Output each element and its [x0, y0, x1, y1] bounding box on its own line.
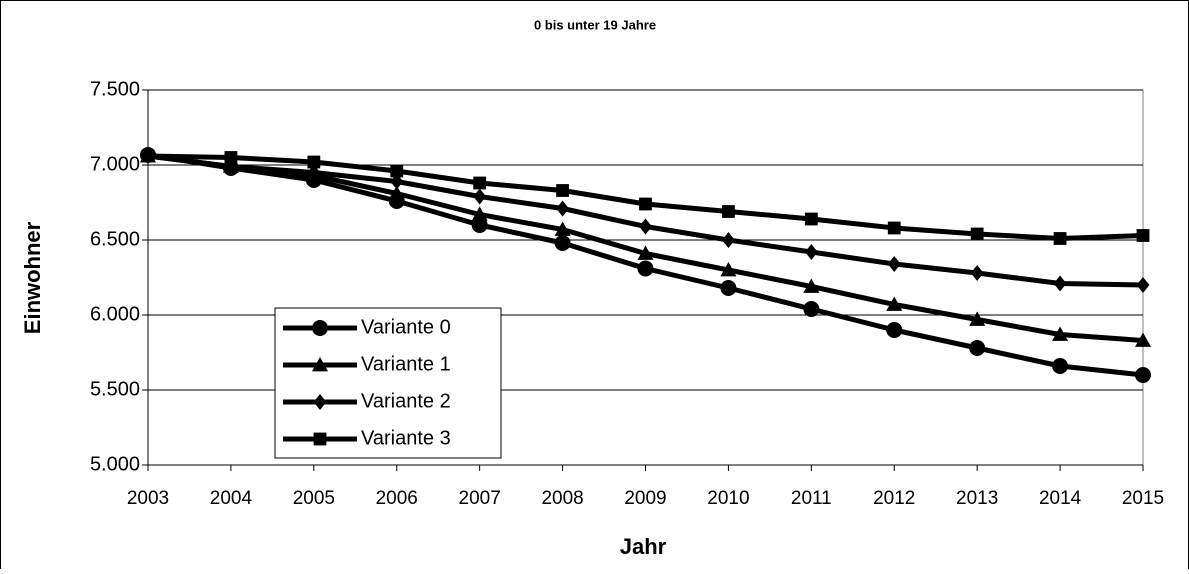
- marker: [722, 232, 735, 248]
- legend-marker: [313, 394, 327, 410]
- marker: [804, 212, 818, 226]
- x-tick-label: 2010: [707, 488, 749, 509]
- marker: [637, 245, 654, 260]
- x-tick-label: 2012: [873, 488, 915, 509]
- marker: [1135, 332, 1151, 347]
- marker: [639, 218, 652, 235]
- marker: [969, 340, 986, 356]
- marker: [887, 256, 901, 272]
- marker: [720, 280, 737, 296]
- marker: [1136, 229, 1150, 242]
- marker: [307, 155, 321, 169]
- x-tick-label: 2008: [541, 488, 583, 509]
- x-tick-label: 2004: [210, 488, 253, 509]
- marker: [804, 244, 818, 260]
- marker: [887, 221, 901, 235]
- legend-marker: [312, 320, 328, 336]
- x-tick-label: 2015: [1122, 488, 1164, 509]
- marker: [556, 200, 569, 217]
- y-tick-label: 5.500: [90, 378, 140, 400]
- marker: [473, 176, 487, 190]
- y-tick-label: 7.000: [90, 153, 140, 175]
- x-tick-label: 2005: [293, 488, 335, 509]
- marker: [390, 173, 404, 190]
- marker: [969, 311, 986, 326]
- chart-title: 0 bis unter 19 Jahre: [534, 17, 656, 32]
- x-tick-label: 2003: [127, 488, 169, 509]
- marker: [1052, 326, 1069, 341]
- y-tick-label: 7.500: [90, 78, 140, 100]
- marker: [307, 164, 321, 181]
- y-tick-label: 6.000: [90, 303, 140, 325]
- x-tick-label: 2006: [376, 488, 418, 509]
- marker: [639, 197, 652, 211]
- legend-label: Variante 3: [361, 427, 451, 449]
- marker: [1135, 367, 1151, 383]
- legend-label: Variante 0: [361, 316, 451, 338]
- legend-label: Variante 2: [361, 390, 451, 412]
- marker: [1053, 232, 1067, 245]
- marker: [637, 260, 654, 277]
- marker: [224, 151, 238, 164]
- y-axis-label: Einwohner: [20, 221, 45, 334]
- marker: [803, 301, 820, 317]
- legend-marker: [313, 432, 327, 446]
- marker: [1136, 277, 1150, 293]
- marker: [556, 184, 569, 197]
- marker: [886, 322, 903, 338]
- marker: [141, 149, 155, 163]
- legend-marker: [312, 357, 328, 372]
- x-axis-label: Jahr: [620, 534, 667, 559]
- marker: [1053, 275, 1067, 292]
- x-tick-label: 2009: [624, 488, 666, 509]
- x-tick-label: 2007: [459, 488, 501, 509]
- marker: [471, 217, 488, 233]
- x-tick-label: 2013: [956, 488, 998, 509]
- legend: [274, 307, 502, 459]
- marker: [554, 235, 571, 251]
- marker: [803, 278, 820, 293]
- marker: [390, 164, 404, 178]
- legend-label: Variante 1: [361, 353, 451, 375]
- x-tick-label: 2011: [791, 488, 832, 509]
- marker: [1052, 358, 1069, 374]
- y-tick-label: 6.500: [90, 228, 140, 250]
- marker: [554, 221, 571, 236]
- marker: [886, 296, 903, 311]
- marker: [720, 262, 737, 277]
- marker: [473, 188, 487, 205]
- marker: [970, 227, 984, 241]
- marker: [471, 206, 488, 221]
- x-tick-label: 2014: [1039, 488, 1082, 509]
- marker: [388, 185, 405, 200]
- marker: [970, 265, 984, 281]
- y-tick-label: 5.000: [90, 453, 140, 475]
- marker: [722, 205, 735, 218]
